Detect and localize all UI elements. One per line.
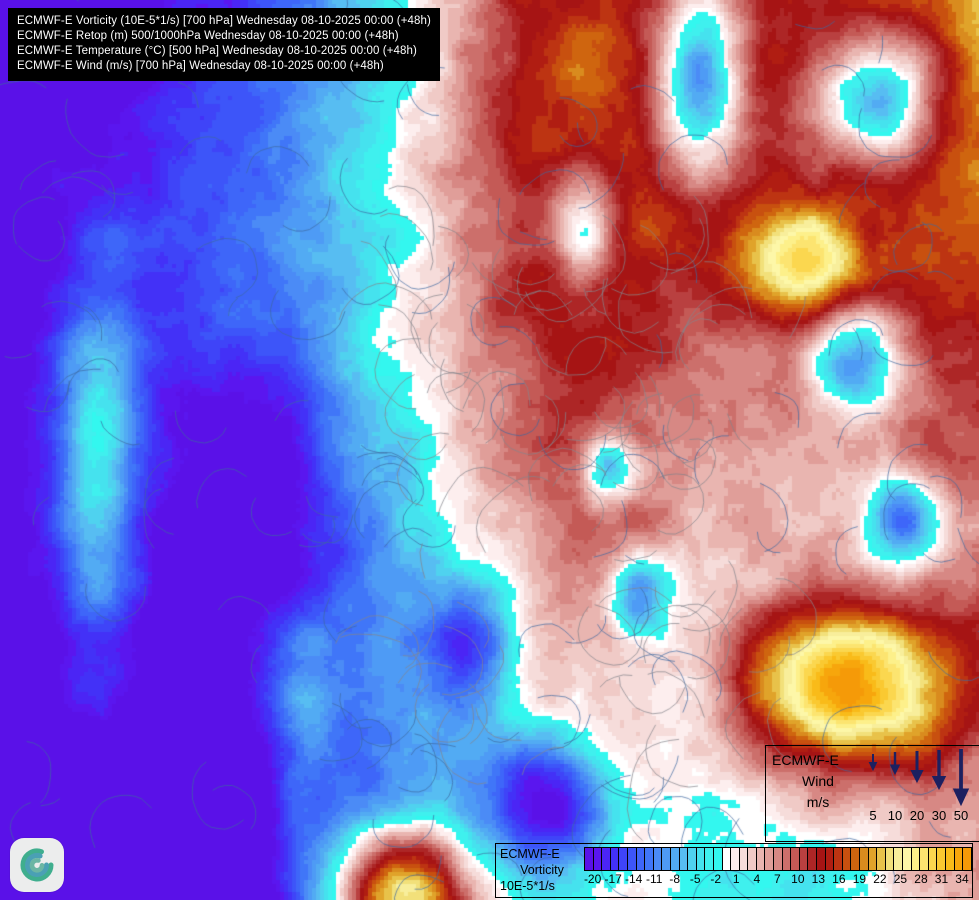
vorticity-legend-units: 10E-5*1/s [500,879,555,893]
colorbar-swatch [963,848,971,870]
colorbar-tick-label: -8 [669,872,681,886]
colorbar-swatch [688,848,697,870]
wind-legend-model: ECMWF-E [772,752,839,768]
colorbar-swatch [662,848,671,870]
colorbar-swatch [851,848,860,870]
colorbar-tick-label: 28 [914,872,928,886]
vorticity-colorbar [584,847,972,871]
spiral-logo-icon [20,848,54,882]
wind-legend-arrows [868,749,970,807]
colorbar-tick-label: 4 [753,872,761,886]
colorbar-tick-label: 1 [732,872,740,886]
colorbar-swatch [920,848,929,870]
colorbar-swatch [679,848,689,870]
colorbar-swatch [834,848,843,870]
wind-speed-20: 20 [909,808,925,823]
colorbar-swatch [739,848,749,870]
colorbar-swatch [636,848,646,870]
colorbar-swatch [756,848,766,870]
colorbar-swatch [868,848,878,870]
colorbar-swatch [894,848,903,870]
wind-arrow-50 [952,749,970,807]
colorbar-swatch [619,848,628,870]
colorbar-swatch [945,848,955,870]
colorbar-swatch [937,848,946,870]
wind-legend-units: m/s [806,794,830,810]
colorbar-swatch [731,848,740,870]
colorbar-tick-label: 25 [893,872,908,886]
colorbar-swatch [791,848,800,870]
colorbar-swatch [954,848,964,870]
wind-arrow-5 [868,754,878,772]
colorbar-tick-label: -2 [710,872,722,886]
colorbar-tick-label: 22 [873,872,887,886]
colorbar-swatch [645,848,654,870]
provider-logo[interactable] [10,838,64,892]
colorbar-tick-label: 31 [934,872,949,886]
colorbar-tick-label: 34 [955,872,969,886]
vorticity-legend-field: Vorticity [520,863,564,877]
colorbar-swatch [782,848,792,870]
colorbar-swatch [610,848,620,870]
wind-legend: ECMWF-E Wind m/s [765,745,979,842]
colorbar-swatch [765,848,775,870]
vorticity-legend-model: ECMWF-E [500,847,560,861]
wind-legend-field: Wind [802,773,834,789]
colorbar-swatch [885,848,895,870]
colorbar-swatch [817,848,826,870]
title-line-retop: ECMWF-E Retop (m) 500/1000hPa Wednesday … [17,30,399,42]
wind-speed-30: 30 [931,808,947,823]
colorbar-swatch [774,848,783,870]
colorbar-tick-label: -11 [645,872,663,886]
colorbar-tick-label: 10 [791,872,805,886]
title-line-wind: ECMWF-E Wind (m/s) [700 hPa] Wednesday 0… [17,60,384,72]
colorbar-swatch [627,848,637,870]
title-line-vorticity: ECMWF-E Vorticity (10E-5*1/s) [700 hPa] … [17,15,431,27]
colorbar-swatch [748,848,757,870]
colorbar-swatch [808,848,818,870]
colorbar-swatch [593,848,603,870]
colorbar-tick-label: 19 [852,872,867,886]
map-title-box: ECMWF-E Vorticity (10E-5*1/s) [700 hPa] … [8,8,440,81]
wind-arrow-30 [931,750,947,791]
wind-speed-50: 50 [953,808,969,823]
colorbar-swatch [602,848,611,870]
colorbar-swatch [860,848,869,870]
vorticity-colorbar-ticks: -20 -17 -14 -11 -8 -5 -2 1 4 7 10 13 16 19 22 25 28 31 34 [584,872,972,890]
title-line-temperature: ECMWF-E Temperature (°C) [500 hPa] Wedne… [17,45,417,57]
wind-speed-10: 10 [887,808,903,823]
colorbar-tick-label: 13 [811,872,826,886]
colorbar-swatch [653,848,663,870]
colorbar-swatch [696,848,706,870]
colorbar-swatch [670,848,680,870]
colorbar-swatch [825,848,835,870]
colorbar-swatch [713,848,723,870]
colorbar-swatch [705,848,714,870]
colorbar-swatch [722,848,732,870]
colorbar-swatch [585,848,594,870]
wind-arrow-10 [889,752,901,776]
colorbar-swatch [799,848,809,870]
vorticity-legend: ECMWF-E Vorticity 10E-5*1/s -20 -17 -14 -11… [495,843,973,898]
colorbar-tick-label: 7 [773,872,781,886]
colorbar-swatch [902,848,912,870]
colorbar-tick-label: 16 [832,872,846,886]
colorbar-swatch [911,848,921,870]
wind-arrow-20 [910,751,924,784]
colorbar-tick-label: -5 [689,872,701,886]
colorbar-tick-label: -20 [583,872,602,886]
colorbar-swatch [842,848,852,870]
colorbar-swatch [928,848,938,870]
colorbar-tick-label: -14 [624,872,643,886]
colorbar-tick-label: -17 [604,872,622,886]
wind-speed-5: 5 [869,808,877,823]
colorbar-swatch [877,848,886,870]
